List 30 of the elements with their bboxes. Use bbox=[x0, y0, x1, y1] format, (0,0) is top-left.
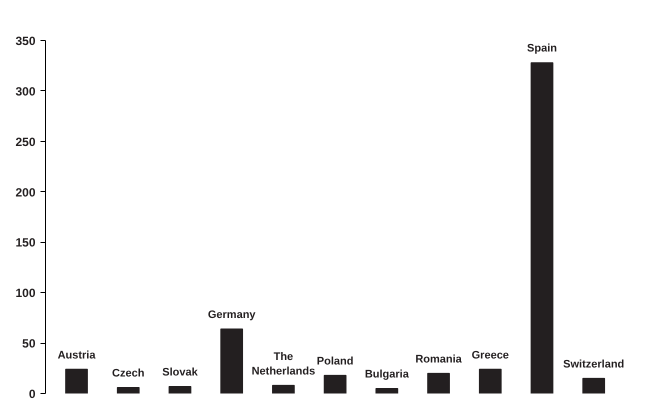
bar bbox=[116, 386, 140, 394]
y-tick-label: 250 bbox=[15, 134, 36, 149]
bar bbox=[582, 378, 606, 394]
bar bbox=[65, 368, 88, 394]
x-tick-label: Romania bbox=[415, 353, 463, 366]
x-tick-label: The Netherlands bbox=[252, 351, 316, 378]
bar bbox=[220, 328, 244, 394]
bar bbox=[375, 388, 398, 394]
x-tick-label: Austria bbox=[58, 349, 96, 362]
x-tick-label: Spain bbox=[527, 42, 558, 55]
x-tick-label: Greece bbox=[472, 349, 509, 362]
bar bbox=[324, 374, 346, 394]
x-tick-label: Germany bbox=[208, 308, 256, 321]
bar bbox=[272, 384, 295, 394]
x-tick-label: Switzerland bbox=[563, 358, 624, 370]
bar bbox=[530, 62, 554, 394]
y-tick-label: 300 bbox=[15, 84, 36, 98]
y-tick-label: 150 bbox=[15, 236, 36, 250]
x-tick-label: Czech bbox=[112, 367, 145, 380]
bar bbox=[478, 368, 502, 394]
x-tick-label: Bulgaria bbox=[364, 368, 410, 380]
y-tick-label: 200 bbox=[15, 185, 36, 200]
x-tick-label: Slovak bbox=[162, 366, 199, 378]
y-tick-label: 0 bbox=[28, 387, 36, 401]
y-tick-label: 100 bbox=[15, 286, 36, 300]
y-tick-label: 50 bbox=[22, 336, 36, 351]
x-tick-label: Poland bbox=[316, 355, 354, 368]
bar bbox=[427, 372, 450, 394]
bar bbox=[168, 386, 192, 394]
y-tick-label: 350 bbox=[15, 34, 36, 48]
